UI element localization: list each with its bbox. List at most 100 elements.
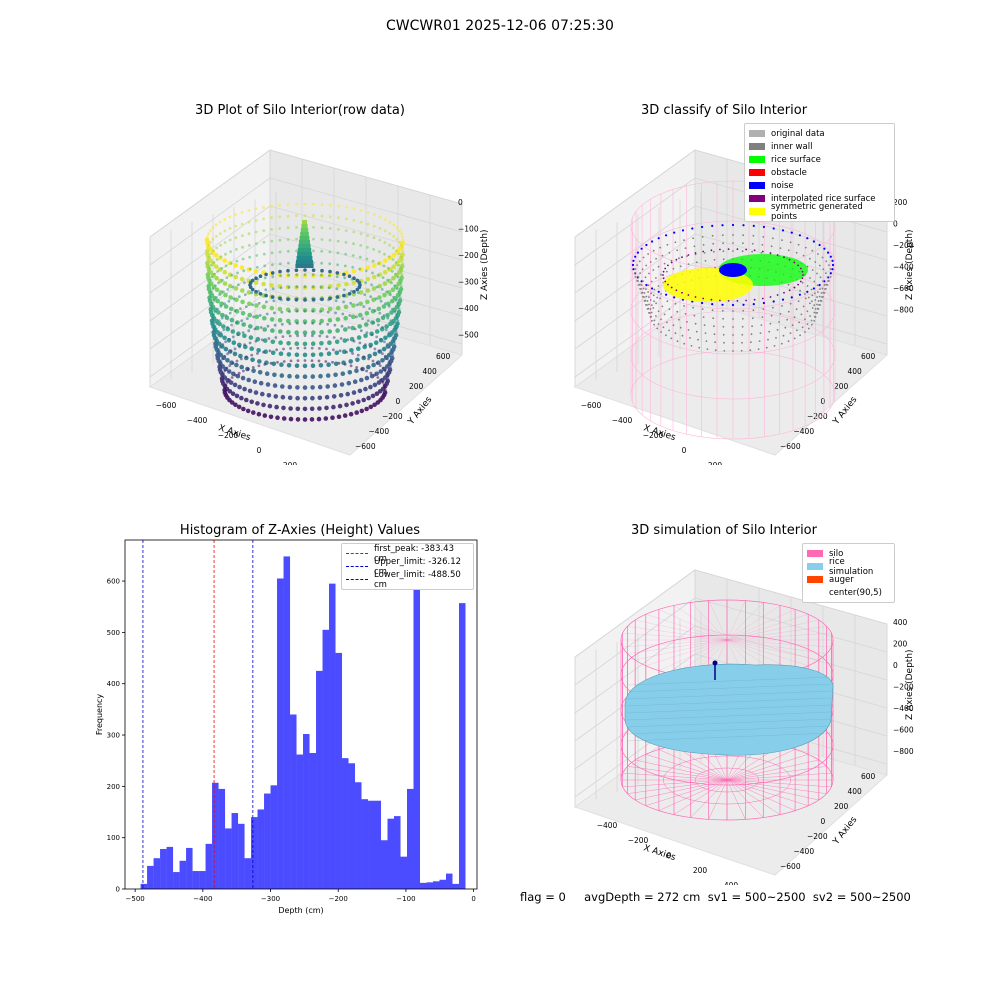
data-point bbox=[249, 399, 254, 405]
point-inner-wall bbox=[687, 329, 690, 331]
data-point bbox=[359, 244, 363, 247]
point-inner-wall bbox=[653, 288, 656, 291]
data-point bbox=[369, 371, 373, 375]
data-point bbox=[257, 364, 261, 368]
point-inner-wall bbox=[821, 256, 824, 259]
point-inner-wall bbox=[742, 234, 745, 237]
data-point bbox=[231, 335, 235, 339]
data-point bbox=[222, 387, 227, 393]
data-point bbox=[286, 318, 291, 324]
data-point bbox=[350, 401, 355, 406]
data-point bbox=[264, 272, 268, 277]
data-point bbox=[222, 290, 225, 294]
silo-floor-spoke bbox=[690, 779, 728, 818]
y-tick-label: −400 bbox=[369, 427, 390, 436]
data-point bbox=[390, 287, 396, 292]
point-inner-wall bbox=[649, 261, 652, 263]
data-point bbox=[352, 230, 356, 234]
data-point bbox=[233, 347, 237, 351]
silo-floor-spoke bbox=[726, 766, 827, 781]
point-inner-wall bbox=[810, 288, 813, 291]
data-point bbox=[340, 371, 346, 376]
data-point bbox=[375, 361, 379, 365]
data-point bbox=[368, 384, 373, 390]
y-tick-label: 200 bbox=[409, 382, 424, 391]
data-point bbox=[247, 220, 251, 224]
histogram-bar bbox=[140, 883, 148, 889]
data-point bbox=[356, 346, 361, 351]
point-inner-wall bbox=[825, 260, 828, 263]
point-inner-wall bbox=[703, 324, 706, 326]
legend-swatch bbox=[749, 130, 765, 137]
point-noise bbox=[711, 303, 714, 306]
data-point bbox=[397, 290, 401, 293]
point-noise bbox=[632, 268, 635, 271]
point-inner-wall bbox=[804, 318, 806, 321]
data-point bbox=[268, 414, 274, 420]
data-point bbox=[372, 382, 378, 388]
point-noise bbox=[790, 231, 793, 234]
histogram-bar bbox=[458, 603, 466, 889]
point-interpolated bbox=[702, 250, 705, 253]
data-point bbox=[385, 371, 389, 375]
data-point bbox=[278, 296, 282, 301]
data-point bbox=[223, 229, 227, 233]
point-noise bbox=[818, 243, 821, 247]
silo-floor-spoke bbox=[726, 779, 832, 788]
legend-label: noise bbox=[771, 180, 794, 191]
data-point bbox=[300, 232, 309, 236]
point-inner-wall bbox=[760, 324, 763, 326]
point-inner-wall bbox=[657, 323, 660, 325]
legend-line bbox=[346, 553, 368, 554]
data-point bbox=[365, 331, 369, 334]
point-inner-wall bbox=[666, 243, 669, 246]
data-point bbox=[206, 247, 209, 250]
legend-swatch bbox=[807, 550, 823, 557]
data-point bbox=[319, 310, 322, 313]
data-point bbox=[254, 314, 260, 320]
point-inner-wall bbox=[650, 280, 653, 283]
point-inner-wall bbox=[732, 326, 734, 328]
data-point bbox=[303, 273, 307, 276]
data-point bbox=[391, 252, 397, 258]
data-point bbox=[392, 339, 396, 343]
point-interpolated bbox=[769, 296, 772, 298]
data-point bbox=[364, 269, 368, 273]
point-inner-wall bbox=[801, 326, 804, 329]
data-point bbox=[225, 358, 230, 363]
data-point bbox=[348, 314, 352, 317]
data-point bbox=[262, 229, 266, 232]
histogram-bar bbox=[322, 629, 330, 889]
point-inner-wall bbox=[804, 293, 806, 295]
data-point bbox=[223, 292, 228, 298]
data-point bbox=[311, 273, 315, 277]
data-point bbox=[383, 218, 387, 221]
wireframe-ring bbox=[630, 220, 836, 310]
data-point bbox=[379, 378, 382, 382]
data-point bbox=[261, 281, 266, 287]
data-point bbox=[279, 373, 285, 378]
point-inner-wall bbox=[639, 272, 641, 274]
data-point bbox=[219, 360, 223, 363]
data-point bbox=[401, 238, 405, 242]
data-point bbox=[312, 237, 315, 241]
data-point bbox=[371, 274, 377, 280]
data-point bbox=[244, 355, 248, 359]
data-point bbox=[295, 214, 298, 218]
data-point bbox=[318, 322, 322, 326]
data-point bbox=[385, 290, 388, 294]
data-point bbox=[270, 228, 273, 231]
point-inner-wall bbox=[640, 284, 643, 286]
data-point bbox=[328, 250, 332, 254]
data-point bbox=[394, 261, 398, 264]
point-inner-wall bbox=[769, 322, 772, 325]
data-point bbox=[319, 341, 324, 346]
point-inner-wall bbox=[634, 272, 636, 274]
data-point bbox=[218, 332, 224, 338]
x-tick-label: −200 bbox=[643, 431, 664, 440]
data-point bbox=[371, 297, 376, 303]
panel4-title: 3D simulation of Silo Interior bbox=[631, 523, 817, 538]
data-point bbox=[221, 357, 224, 361]
data-point bbox=[397, 252, 401, 256]
point-inner-wall bbox=[634, 268, 637, 270]
